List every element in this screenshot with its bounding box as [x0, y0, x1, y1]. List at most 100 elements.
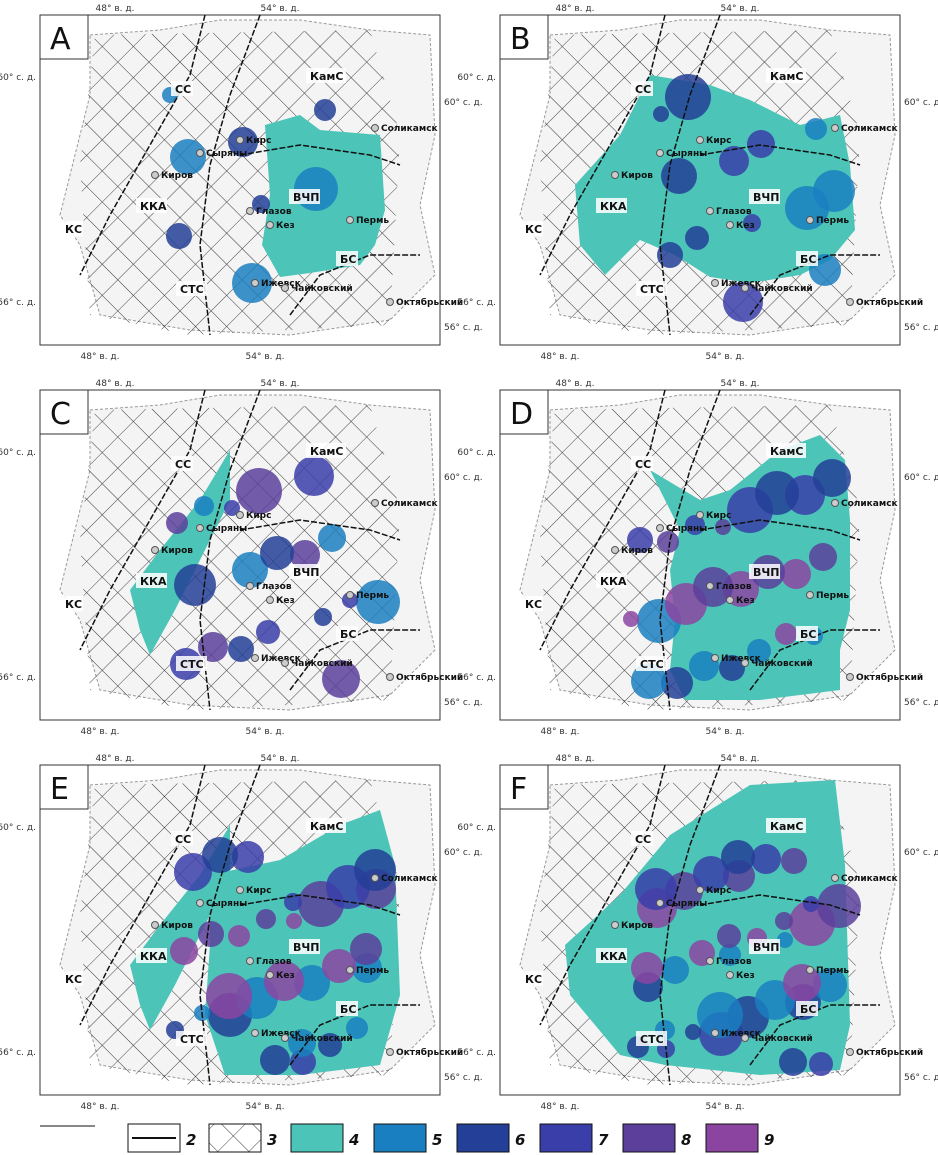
region-label: ККА	[600, 200, 627, 213]
region-label: БС	[340, 1003, 356, 1016]
intensity-zone	[751, 844, 781, 874]
intensity-zone	[236, 468, 282, 514]
city-marker	[846, 1048, 854, 1056]
legend-swatch	[622, 1123, 676, 1153]
city-marker	[806, 216, 814, 224]
lat-label: 60° с. д.	[904, 848, 938, 858]
city-label: Чайковский	[751, 1034, 813, 1044]
intensity-zone	[288, 1029, 316, 1057]
panel-letter: B	[510, 22, 531, 57]
intensity-zone	[322, 660, 360, 698]
region-label-bg	[136, 573, 167, 588]
city-label: Пермь	[816, 591, 849, 601]
region-label-bg	[289, 939, 320, 954]
region-label-bg	[289, 564, 320, 579]
fault-line	[199, 765, 261, 1086]
lon-label: 54° в. д.	[261, 754, 300, 764]
panel-letter-box	[499, 764, 549, 810]
intensity-zone	[198, 632, 228, 662]
region-label-bg	[171, 831, 193, 846]
intensity-zone	[657, 531, 679, 553]
region-label-bg	[289, 189, 320, 204]
region-label-bg	[61, 596, 83, 611]
city-label: Октябрьский	[396, 297, 463, 308]
intensity-zone	[743, 214, 761, 232]
lat-label: 56° с. д.	[904, 698, 938, 708]
city-label: Киров	[161, 921, 193, 931]
intensity-zone	[779, 1048, 807, 1076]
region-label-bg	[631, 81, 653, 96]
legend-label: 4	[348, 1131, 359, 1149]
city-marker	[386, 1048, 394, 1056]
region-label: СТС	[640, 658, 664, 671]
region-label-bg	[171, 81, 193, 96]
region-label: КамС	[310, 820, 343, 833]
region-label-bg	[766, 68, 806, 83]
lon-label: 54° в. д.	[706, 1102, 745, 1112]
lon-label: 54° в. д.	[246, 727, 285, 737]
region-label: СТС	[180, 1033, 204, 1046]
region-label-bg	[176, 656, 207, 671]
city-label: Кез	[276, 221, 295, 231]
city-marker	[386, 673, 394, 681]
city-marker	[656, 524, 664, 532]
city-marker	[831, 124, 839, 132]
city-marker	[806, 591, 814, 599]
city-marker	[726, 221, 734, 229]
city-label: Соликамск	[381, 124, 438, 134]
lon-label: 48° в. д.	[556, 754, 595, 764]
city-marker	[371, 874, 379, 882]
city-marker	[831, 499, 839, 507]
city-label: Кез	[736, 221, 755, 231]
city-marker	[696, 511, 704, 519]
city-label: Кез	[276, 596, 295, 606]
intensity-zone	[232, 552, 268, 588]
city-marker	[281, 1034, 289, 1042]
intensity-zone	[256, 620, 280, 644]
region-label-bg	[336, 1001, 358, 1016]
lat-label: 60° с. д.	[457, 73, 496, 83]
city-marker	[706, 207, 714, 215]
intensity-zone	[719, 944, 741, 966]
city-label: Киров	[621, 171, 653, 181]
lon-label: 48° в. д.	[541, 727, 580, 737]
region-label: ККА	[140, 575, 167, 588]
intensity-zone	[661, 158, 697, 194]
panel-letter: D	[510, 397, 533, 432]
city-label: Соликамск	[381, 499, 438, 509]
intensity-zone	[294, 965, 330, 1001]
city-marker	[386, 298, 394, 306]
lon-label: 54° в. д.	[246, 1102, 285, 1112]
legend-swatch	[456, 1123, 510, 1153]
map-panel: СС КамС ККА КС СТС ВЧП БС Кирс Сыряны Киров Солика…	[457, 379, 938, 737]
city-label: Ижевск	[721, 654, 761, 664]
city-label: Киров	[161, 546, 193, 556]
intensity-zone	[775, 912, 793, 930]
intensity-zone	[314, 608, 332, 626]
region-label-bg	[631, 456, 653, 471]
city-label: Кирс	[706, 511, 731, 521]
city-label: Ижевск	[721, 279, 761, 289]
region-label: СТС	[640, 283, 664, 296]
city-label: Соликамск	[841, 874, 898, 884]
region-label: КамС	[770, 820, 803, 833]
region-label: СТС	[180, 283, 204, 296]
intensity-zone	[166, 223, 192, 249]
region-label-bg	[636, 281, 667, 296]
city-marker	[196, 899, 204, 907]
intensity-zone	[202, 837, 238, 873]
city-marker	[346, 966, 354, 974]
lon-label: 48° в. д.	[556, 379, 595, 389]
lat-label: 56° с. д.	[444, 323, 483, 333]
region-label: ККА	[600, 575, 627, 588]
intensity-zone	[194, 496, 214, 516]
city-marker	[711, 279, 719, 287]
city-label: Пермь	[356, 966, 389, 976]
lat-label: 56° с. д.	[0, 298, 36, 308]
city-label: Чайковский	[291, 1034, 353, 1044]
city-label: Чайковский	[751, 659, 813, 669]
lon-label: 48° в. д.	[96, 379, 135, 389]
lon-label: 48° в. д.	[81, 727, 120, 737]
panel-letter-box	[499, 389, 549, 435]
fault-line	[699, 894, 861, 916]
